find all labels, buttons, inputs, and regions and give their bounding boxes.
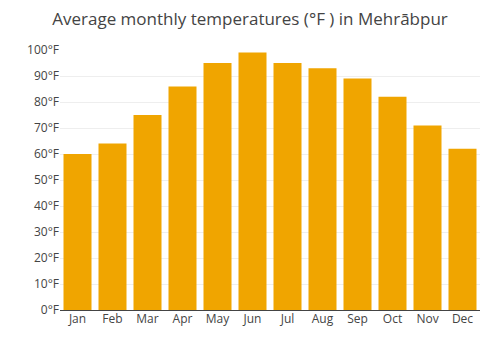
svg-text:70°F: 70°F bbox=[34, 119, 59, 136]
svg-text:Jun: Jun bbox=[243, 310, 262, 327]
svg-text:Apr: Apr bbox=[173, 310, 193, 327]
svg-text:10°F: 10°F bbox=[34, 275, 59, 292]
svg-text:40°F: 40°F bbox=[34, 197, 59, 214]
svg-text:Mar: Mar bbox=[136, 310, 158, 327]
svg-text:50°F: 50°F bbox=[34, 171, 59, 188]
svg-text:Jul: Jul bbox=[280, 310, 295, 327]
svg-text:60°F: 60°F bbox=[34, 145, 59, 162]
svg-text:20°F: 20°F bbox=[34, 249, 59, 266]
svg-text:Oct: Oct bbox=[383, 310, 402, 327]
svg-text:90°F: 90°F bbox=[34, 67, 59, 84]
svg-text:Jan: Jan bbox=[68, 310, 86, 327]
svg-text:Nov: Nov bbox=[416, 310, 438, 327]
svg-text:Sep: Sep bbox=[347, 310, 368, 327]
svg-text:May: May bbox=[206, 310, 230, 327]
svg-text:30°F: 30°F bbox=[34, 223, 59, 240]
svg-text:Feb: Feb bbox=[102, 310, 122, 327]
svg-text:100°F: 100°F bbox=[27, 41, 59, 58]
svg-text:0°F: 0°F bbox=[41, 301, 59, 318]
svg-text:Aug: Aug bbox=[312, 310, 334, 327]
svg-text:Average monthly temperatures (: Average monthly temperatures (°F ) in Me… bbox=[52, 7, 448, 30]
svg-text:80°F: 80°F bbox=[34, 93, 59, 110]
svg-text:Dec: Dec bbox=[452, 310, 473, 327]
